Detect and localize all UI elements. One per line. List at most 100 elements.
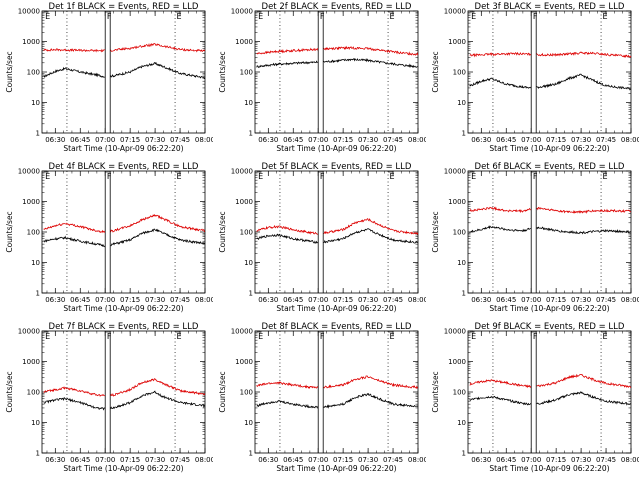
y-axis-label: Counts/sec — [218, 211, 227, 252]
x-tick-label: 06:45 — [496, 136, 516, 144]
y-axis-label: Counts/sec — [431, 371, 440, 412]
plot-frame — [254, 330, 419, 454]
chart-panel-1: Det 1f BLACK = Events, RED = LLD 1 10 100 10… — [5, 2, 213, 153]
y-tick-label: 10 — [457, 99, 466, 107]
series-lld-trace — [256, 45, 419, 56]
series-lld-trace — [469, 373, 632, 389]
x-tick-label: 06:45 — [283, 456, 303, 464]
y-tick-label: 1000 — [235, 198, 253, 206]
x-axis-label: Start Time (10-Apr-09 06:22:20) — [276, 144, 396, 153]
y-tick-label: 10000 — [18, 8, 40, 16]
x-tick-label: 07:30 — [571, 456, 591, 464]
x-tick-label: 06:45 — [283, 136, 303, 144]
plot-frame — [467, 170, 632, 294]
plot-frame — [254, 10, 419, 134]
y-tick-label: 10000 — [444, 8, 466, 16]
y-tick-label: 1 — [462, 130, 466, 138]
x-tick-label: 08:00 — [195, 296, 213, 304]
x-tick-label: 06:45 — [70, 136, 90, 144]
y-axis-label: Counts/sec — [431, 211, 440, 252]
y-tick-label: 10000 — [444, 328, 466, 336]
y-tick-label: 1 — [462, 290, 466, 298]
event-marker-label: F — [533, 332, 538, 341]
event-marker-label: E — [603, 12, 608, 21]
x-tick-label: 07:15 — [120, 136, 140, 144]
series-events-trace — [469, 73, 632, 91]
x-tick-label: 08:00 — [621, 136, 639, 144]
y-axis-label: Counts/sec — [5, 51, 14, 92]
x-tick-label: 08:00 — [195, 456, 213, 464]
x-tick-label: 06:45 — [496, 456, 516, 464]
x-tick-label: 07:00 — [521, 296, 541, 304]
x-axis-label: Start Time (10-Apr-09 06:22:20) — [276, 304, 396, 313]
y-tick-label: 100 — [27, 229, 40, 237]
y-tick-label: 1 — [462, 450, 466, 458]
x-axis-label: Start Time (10-Apr-09 06:22:20) — [63, 304, 183, 313]
event-marker-label: F — [533, 12, 538, 21]
x-tick-label: 07:00 — [308, 136, 328, 144]
y-tick-label: 100 — [453, 389, 466, 397]
y-tick-label: 10000 — [18, 168, 40, 176]
y-tick-label: 10000 — [231, 328, 253, 336]
event-marker-label: E — [45, 172, 50, 181]
y-tick-label: 10000 — [18, 328, 40, 336]
y-tick-label: 1 — [36, 130, 40, 138]
x-tick-label: 07:30 — [358, 136, 378, 144]
y-tick-label: 100 — [453, 69, 466, 77]
event-marker-label: F — [320, 332, 325, 341]
x-tick-label: 07:45 — [596, 456, 616, 464]
x-tick-label: 06:30 — [471, 296, 491, 304]
series-events-trace — [43, 61, 206, 79]
chart-panel-9: Det 9f BLACK = Events, RED = LLD 1 10 100 10… — [431, 322, 639, 473]
x-tick-label: 07:00 — [521, 456, 541, 464]
series-lld-trace — [43, 378, 206, 397]
event-marker-label: E — [45, 12, 50, 21]
x-tick-label: 07:00 — [308, 296, 328, 304]
x-axis-label: Start Time (10-Apr-09 06:22:20) — [276, 464, 396, 473]
x-tick-label: 06:45 — [70, 456, 90, 464]
y-tick-label: 10 — [244, 259, 253, 267]
chart-title: Det 6f BLACK = Events, RED = LLD — [475, 162, 625, 172]
event-marker-label: E — [390, 12, 395, 21]
y-axis-label: Counts/sec — [5, 371, 14, 412]
y-tick-label: 10 — [31, 99, 40, 107]
chart-title: Det 2f BLACK = Events, RED = LLD — [262, 2, 412, 12]
y-tick-label: 1000 — [448, 198, 466, 206]
series-lld-trace — [256, 218, 419, 236]
x-tick-label: 07:30 — [145, 296, 165, 304]
y-axis-label: Counts/sec — [5, 211, 14, 252]
event-marker-label: E — [258, 12, 263, 21]
series-lld-trace — [43, 43, 206, 53]
y-tick-label: 100 — [240, 229, 253, 237]
y-tick-label: 10000 — [231, 8, 253, 16]
y-tick-label: 10 — [31, 419, 40, 427]
chart-title: Det 4f BLACK = Events, RED = LLD — [49, 162, 199, 172]
x-tick-label: 06:30 — [45, 296, 65, 304]
y-tick-label: 10000 — [444, 168, 466, 176]
event-marker-label: E — [603, 172, 608, 181]
chart-panel-6: Det 6f BLACK = Events, RED = LLD 1 10 100 10… — [431, 162, 639, 313]
x-tick-label: 06:30 — [45, 136, 65, 144]
x-tick-label: 07:45 — [383, 136, 403, 144]
series-lld-trace — [256, 375, 419, 390]
event-marker-label: E — [603, 332, 608, 341]
x-tick-label: 08:00 — [408, 136, 426, 144]
x-tick-label: 07:15 — [546, 136, 566, 144]
chart-title: Det 8f BLACK = Events, RED = LLD — [262, 322, 412, 332]
x-tick-label: 07:15 — [120, 456, 140, 464]
event-marker-label: E — [258, 172, 263, 181]
x-axis-label: Start Time (10-Apr-09 06:22:20) — [63, 464, 183, 473]
series-events-trace — [256, 57, 419, 69]
x-tick-label: 07:15 — [333, 136, 353, 144]
chart-panel-5: Det 5f BLACK = Events, RED = LLD 1 10 100 10… — [218, 162, 426, 313]
plot-frame — [254, 170, 419, 294]
y-tick-label: 100 — [240, 69, 253, 77]
y-tick-label: 10 — [457, 259, 466, 267]
x-tick-label: 06:45 — [70, 296, 90, 304]
y-tick-label: 1000 — [22, 198, 40, 206]
y-tick-label: 10 — [457, 419, 466, 427]
series-lld-trace — [469, 51, 632, 58]
plot-frame — [41, 10, 206, 134]
x-tick-label: 07:45 — [596, 296, 616, 304]
